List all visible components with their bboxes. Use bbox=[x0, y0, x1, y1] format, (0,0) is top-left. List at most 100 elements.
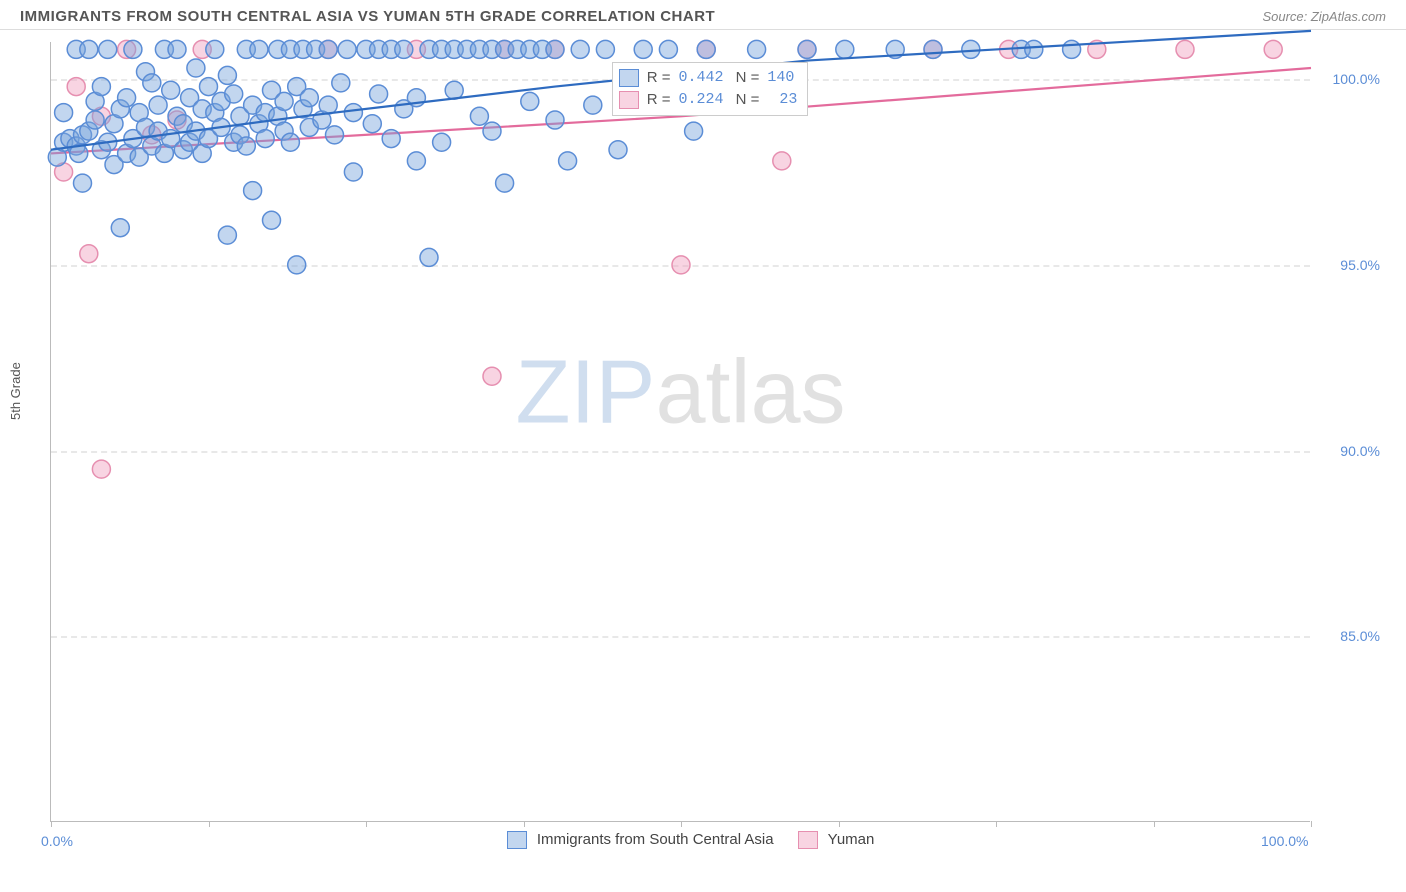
xtick-mark bbox=[1311, 821, 1312, 827]
xtick-label: 100.0% bbox=[1261, 833, 1308, 849]
data-point-sca bbox=[559, 152, 577, 170]
data-point-sca bbox=[1063, 40, 1081, 58]
data-point-sca bbox=[256, 130, 274, 148]
data-point-sca bbox=[74, 174, 92, 192]
data-point-sca bbox=[836, 40, 854, 58]
data-point-sca bbox=[319, 96, 337, 114]
data-point-sca bbox=[300, 89, 318, 107]
data-point-sca bbox=[407, 152, 425, 170]
xtick-label: 0.0% bbox=[41, 833, 73, 849]
data-point-sca bbox=[420, 248, 438, 266]
ytick-label: 90.0% bbox=[1320, 443, 1380, 459]
data-point-sca bbox=[445, 81, 463, 99]
data-point-yuman bbox=[92, 460, 110, 478]
chart-source: Source: ZipAtlas.com bbox=[1262, 9, 1386, 24]
data-point-sca bbox=[319, 40, 337, 58]
ytick-label: 95.0% bbox=[1320, 257, 1380, 273]
data-point-sca bbox=[382, 130, 400, 148]
data-point-sca bbox=[546, 40, 564, 58]
data-point-sca bbox=[99, 40, 117, 58]
data-point-sca bbox=[363, 115, 381, 133]
data-point-yuman bbox=[80, 245, 98, 263]
n-value-b: 23 bbox=[767, 89, 797, 111]
legend-label-a: Immigrants from South Central Asia bbox=[537, 831, 774, 848]
data-point-sca bbox=[370, 85, 388, 103]
data-point-sca bbox=[483, 122, 501, 140]
data-point-yuman bbox=[773, 152, 791, 170]
xtick-mark bbox=[366, 821, 367, 827]
ytick-label: 100.0% bbox=[1320, 71, 1380, 87]
data-point-sca bbox=[187, 59, 205, 77]
xtick-mark bbox=[1154, 821, 1155, 827]
xtick-mark bbox=[524, 821, 525, 827]
data-point-sca bbox=[149, 96, 167, 114]
swatch-series-a bbox=[619, 69, 639, 87]
data-point-sca bbox=[143, 74, 161, 92]
data-point-sca bbox=[281, 133, 299, 151]
data-point-sca bbox=[748, 40, 766, 58]
n-value-a: 140 bbox=[767, 67, 794, 89]
swatch-series-b-bottom bbox=[798, 831, 818, 849]
xtick-mark bbox=[996, 821, 997, 827]
data-point-sca bbox=[609, 141, 627, 159]
xtick-mark bbox=[681, 821, 682, 827]
data-point-sca bbox=[433, 133, 451, 151]
data-point-sca bbox=[571, 40, 589, 58]
data-point-sca bbox=[697, 40, 715, 58]
data-point-sca bbox=[546, 111, 564, 129]
data-point-sca bbox=[124, 40, 142, 58]
data-point-sca bbox=[80, 40, 98, 58]
xtick-mark bbox=[209, 821, 210, 827]
data-point-sca bbox=[521, 92, 539, 110]
data-point-yuman bbox=[67, 78, 85, 96]
xtick-mark bbox=[51, 821, 52, 827]
data-point-sca bbox=[206, 40, 224, 58]
data-point-sca bbox=[92, 78, 110, 96]
data-point-sca bbox=[275, 92, 293, 110]
r-value-a: 0.442 bbox=[678, 67, 723, 89]
data-point-sca bbox=[237, 137, 255, 155]
data-point-sca bbox=[218, 66, 236, 84]
n-label: N = bbox=[731, 67, 759, 89]
data-point-sca bbox=[326, 126, 344, 144]
data-point-sca bbox=[496, 174, 514, 192]
legend-row-series-a: R = 0.442 N = 140 bbox=[619, 67, 798, 89]
data-point-sca bbox=[263, 211, 281, 229]
data-point-sca bbox=[55, 104, 73, 122]
data-point-sca bbox=[118, 89, 136, 107]
data-point-sca bbox=[244, 182, 262, 200]
data-point-sca bbox=[338, 40, 356, 58]
data-point-sca bbox=[596, 40, 614, 58]
swatch-series-a-bottom bbox=[507, 831, 527, 849]
data-point-sca bbox=[332, 74, 350, 92]
legend-row-series-b: R = 0.224 N = 23 bbox=[619, 89, 798, 111]
data-point-yuman bbox=[483, 367, 501, 385]
data-point-sca bbox=[962, 40, 980, 58]
n-label: N = bbox=[731, 89, 759, 111]
data-point-sca bbox=[634, 40, 652, 58]
chart-area: 85.0%90.0%95.0%100.0% ZIPatlas R = 0.442… bbox=[50, 42, 1310, 822]
data-point-sca bbox=[218, 226, 236, 244]
data-point-sca bbox=[470, 107, 488, 125]
r-value-b: 0.224 bbox=[678, 89, 723, 111]
scatter-plot bbox=[51, 42, 1310, 821]
data-point-sca bbox=[924, 40, 942, 58]
y-axis-label: 5th Grade bbox=[8, 362, 23, 420]
ytick-label: 85.0% bbox=[1320, 628, 1380, 644]
data-point-sca bbox=[344, 163, 362, 181]
data-point-yuman bbox=[672, 256, 690, 274]
legend-label-b: Yuman bbox=[828, 831, 875, 848]
data-point-sca bbox=[798, 40, 816, 58]
swatch-series-b bbox=[619, 91, 639, 109]
data-point-sca bbox=[344, 104, 362, 122]
xtick-mark bbox=[839, 821, 840, 827]
data-point-sca bbox=[1025, 40, 1043, 58]
chart-title: IMMIGRANTS FROM SOUTH CENTRAL ASIA VS YU… bbox=[20, 8, 715, 25]
correlation-legend: R = 0.442 N = 140 R = 0.224 N = 23 bbox=[612, 62, 809, 116]
data-point-sca bbox=[395, 40, 413, 58]
r-label: R = bbox=[647, 89, 671, 111]
data-point-sca bbox=[584, 96, 602, 114]
data-point-sca bbox=[200, 78, 218, 96]
legend-bottom: Immigrants from South Central Asia Yuman bbox=[51, 831, 1310, 849]
data-point-sca bbox=[250, 40, 268, 58]
